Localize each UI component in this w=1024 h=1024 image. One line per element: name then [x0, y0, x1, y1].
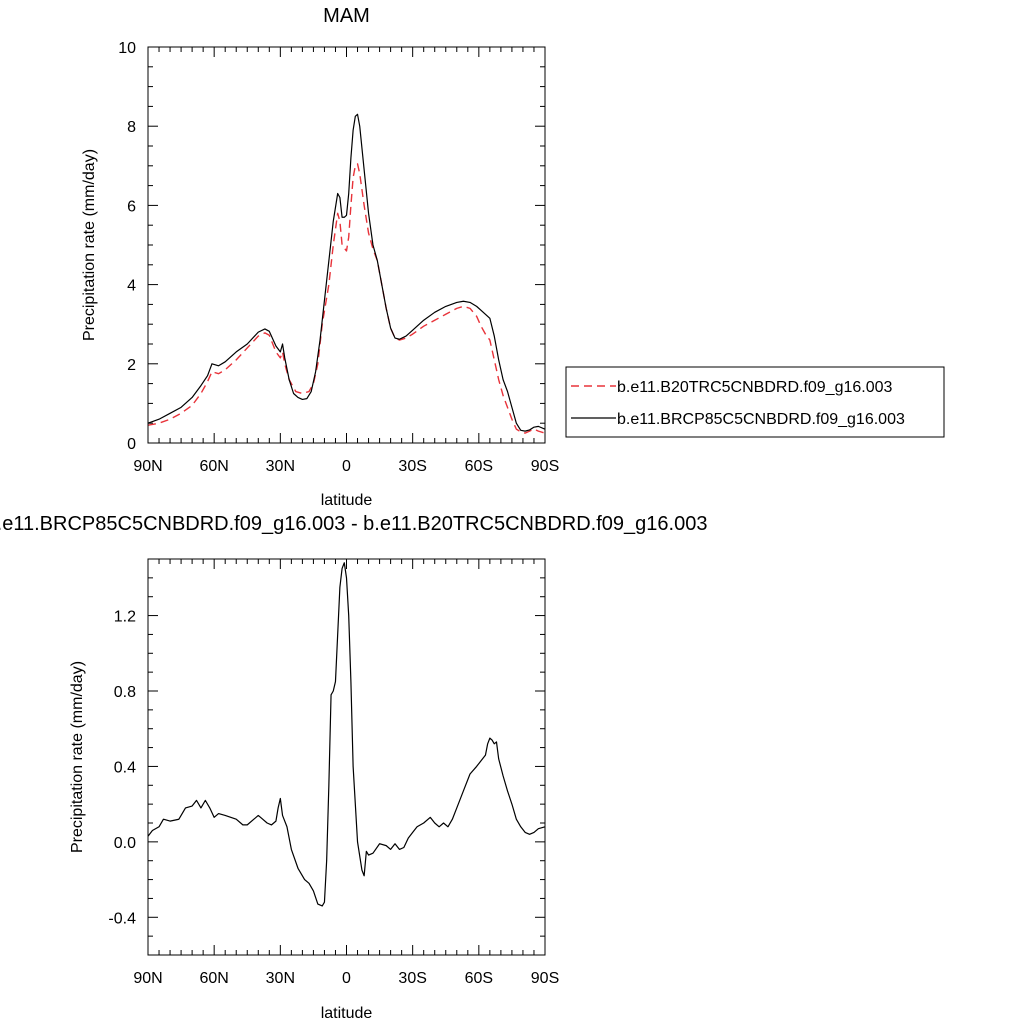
y-tick-label: -0.4: [108, 910, 136, 927]
x-tick-label: 60S: [465, 458, 493, 475]
legend-box: [565, 366, 945, 438]
plot-frame: [147, 46, 546, 444]
plot-frame: [147, 558, 546, 956]
x-tick-label: 60N: [199, 458, 228, 475]
x-axis-label: latitude: [321, 1005, 373, 1022]
x-tick-label: 30S: [398, 458, 426, 475]
x-tick-label: 90S: [531, 970, 559, 987]
y-tick-label: 0: [127, 436, 136, 453]
chart-title-difference: b.e11.BRCP85C5CNBDRD.f09_g16.003 - b.e11…: [0, 513, 707, 535]
y-tick-label: 0.4: [114, 759, 136, 776]
y-tick-label: 8: [127, 119, 136, 136]
x-tick-label: 30S: [398, 970, 426, 987]
legend: b.e11.B20TRC5CNBDRD.f09_g16.003 b.e11.BR…: [565, 366, 945, 438]
y-tick-label: 0.0: [114, 835, 136, 852]
tick-labels: 90N 60N 30N 0 30S 60S 90S 0 2 4 6 8 10: [118, 40, 559, 475]
y-axis-label: Precipitation rate (mm/day): [69, 661, 86, 853]
x-axis-label: latitude: [321, 492, 373, 509]
series-line-difference: [147, 562, 546, 907]
x-tick-label: 90N: [133, 970, 162, 987]
y-tick-label: 1.2: [114, 609, 136, 626]
series-line-baseline: [147, 163, 546, 434]
x-tick-label: 0: [342, 458, 351, 475]
y-tick-label: 4: [127, 278, 136, 295]
x-tick-label: 0: [342, 970, 351, 987]
legend-label-baseline: b.e11.B20TRC5CNBDRD.f09_g16.003: [617, 379, 893, 396]
y-tick-label: 6: [127, 198, 136, 215]
y-tick-label: 10: [118, 40, 136, 57]
panel-difference: b.e11.BRCP85C5CNBDRD.f09_g16.003 - b.e11…: [0, 513, 707, 1022]
axes-ticks: [147, 46, 546, 444]
y-axis-label: Precipitation rate (mm/day): [81, 149, 98, 341]
x-tick-label: 60S: [465, 970, 493, 987]
x-tick-label: 90S: [531, 458, 559, 475]
x-tick-label: 90N: [133, 458, 162, 475]
legend-label-future: b.e11.BRCP85C5CNBDRD.f09_g16.003: [617, 411, 905, 428]
series-lines: [147, 562, 546, 907]
tick-labels: 90N 60N 30N 0 30S 60S 90S -0.4 0.0 0.4 0.8 1.2: [108, 609, 559, 987]
y-tick-label: 2: [127, 357, 136, 374]
x-tick-label: 30N: [266, 458, 295, 475]
chart-title: MAM: [323, 5, 370, 27]
x-tick-label: 30N: [266, 970, 295, 987]
series-lines: [147, 113, 546, 434]
series-line-future: [147, 113, 546, 432]
x-tick-label: 60N: [199, 970, 228, 987]
y-tick-label: 0.8: [114, 684, 136, 701]
axes-ticks: [147, 558, 546, 956]
